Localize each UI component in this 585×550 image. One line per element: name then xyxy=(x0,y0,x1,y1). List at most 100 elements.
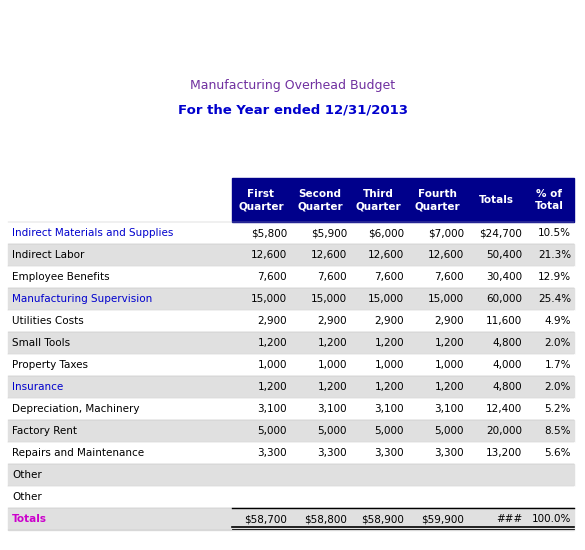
Text: 2,900: 2,900 xyxy=(257,316,287,326)
Text: % of
Total: % of Total xyxy=(535,189,564,211)
Bar xyxy=(8,332,574,354)
Text: 3,100: 3,100 xyxy=(257,404,287,414)
Text: Employee Benefits: Employee Benefits xyxy=(12,272,109,282)
Text: 2,900: 2,900 xyxy=(318,316,347,326)
Text: 4,800: 4,800 xyxy=(493,338,522,348)
Bar xyxy=(8,398,574,420)
Text: Third
Quarter: Third Quarter xyxy=(356,189,401,211)
Text: Other: Other xyxy=(12,470,42,480)
Text: 20,000: 20,000 xyxy=(486,426,522,436)
Text: 8.5%: 8.5% xyxy=(545,426,571,436)
Bar xyxy=(8,288,574,310)
Text: Fourth
Quarter: Fourth Quarter xyxy=(414,189,460,211)
Text: 3,100: 3,100 xyxy=(435,404,464,414)
Bar xyxy=(8,310,574,332)
Text: Indirect Labor: Indirect Labor xyxy=(12,250,84,260)
Text: $58,800: $58,800 xyxy=(304,514,347,524)
Bar xyxy=(8,464,574,486)
Text: 1,200: 1,200 xyxy=(257,338,287,348)
Text: 15,000: 15,000 xyxy=(251,294,287,304)
Text: 21.3%: 21.3% xyxy=(538,250,571,260)
Text: $59,900: $59,900 xyxy=(421,514,464,524)
Text: 5.2%: 5.2% xyxy=(545,404,571,414)
Text: 7,600: 7,600 xyxy=(318,272,347,282)
Text: 1,200: 1,200 xyxy=(374,382,404,392)
Text: 4,000: 4,000 xyxy=(493,360,522,370)
Text: 2,900: 2,900 xyxy=(435,316,464,326)
Text: $24,700: $24,700 xyxy=(479,228,522,238)
Text: 3,300: 3,300 xyxy=(257,448,287,458)
Text: Property Taxes: Property Taxes xyxy=(12,360,88,370)
Bar xyxy=(8,222,574,244)
Text: 4,800: 4,800 xyxy=(493,382,522,392)
Text: $5,800: $5,800 xyxy=(251,228,287,238)
Text: $5,900: $5,900 xyxy=(311,228,347,238)
Text: 1,200: 1,200 xyxy=(374,338,404,348)
Text: 7,600: 7,600 xyxy=(257,272,287,282)
Text: Other: Other xyxy=(12,492,42,502)
Bar xyxy=(8,508,574,530)
Text: 3,300: 3,300 xyxy=(374,448,404,458)
Text: 1,000: 1,000 xyxy=(318,360,347,370)
Text: Totals: Totals xyxy=(12,514,47,524)
Text: Factory Rent: Factory Rent xyxy=(12,426,77,436)
Bar xyxy=(232,178,574,222)
Text: 3,300: 3,300 xyxy=(435,448,464,458)
Text: For the Year ended 12/31/2013: For the Year ended 12/31/2013 xyxy=(177,103,408,117)
Text: 5.6%: 5.6% xyxy=(545,448,571,458)
Text: 1,200: 1,200 xyxy=(318,338,347,348)
Text: 15,000: 15,000 xyxy=(311,294,347,304)
Text: Depreciation, Machinery: Depreciation, Machinery xyxy=(12,404,139,414)
Text: 7,600: 7,600 xyxy=(435,272,464,282)
Bar xyxy=(8,442,574,464)
Text: 12,600: 12,600 xyxy=(428,250,464,260)
Text: Totals: Totals xyxy=(479,195,514,205)
Text: 5,000: 5,000 xyxy=(435,426,464,436)
Text: 2.0%: 2.0% xyxy=(545,382,571,392)
Text: Manufacturing Overhead Budget: Manufacturing Overhead Budget xyxy=(190,79,395,92)
Text: 25.4%: 25.4% xyxy=(538,294,571,304)
Text: 1,200: 1,200 xyxy=(318,382,347,392)
Text: 1,000: 1,000 xyxy=(374,360,404,370)
Text: 10.5%: 10.5% xyxy=(538,228,571,238)
Text: 1,000: 1,000 xyxy=(257,360,287,370)
Text: 30,400: 30,400 xyxy=(486,272,522,282)
Text: 3,300: 3,300 xyxy=(318,448,347,458)
Text: 7,600: 7,600 xyxy=(374,272,404,282)
Bar xyxy=(8,420,574,442)
Text: 3,100: 3,100 xyxy=(374,404,404,414)
Text: First
Quarter: First Quarter xyxy=(238,189,284,211)
Text: 1,200: 1,200 xyxy=(257,382,287,392)
Text: 3,100: 3,100 xyxy=(318,404,347,414)
Text: 15,000: 15,000 xyxy=(368,294,404,304)
Text: Small Tools: Small Tools xyxy=(12,338,70,348)
Bar xyxy=(8,376,574,398)
Text: 2,900: 2,900 xyxy=(374,316,404,326)
Text: 5,000: 5,000 xyxy=(374,426,404,436)
Text: 5,000: 5,000 xyxy=(257,426,287,436)
Text: 1,200: 1,200 xyxy=(435,382,464,392)
Text: 13,200: 13,200 xyxy=(486,448,522,458)
Text: 5,000: 5,000 xyxy=(318,426,347,436)
Text: 12,600: 12,600 xyxy=(368,250,404,260)
Bar xyxy=(8,354,574,376)
Text: 12.9%: 12.9% xyxy=(538,272,571,282)
Text: $58,700: $58,700 xyxy=(244,514,287,524)
Text: 12,400: 12,400 xyxy=(486,404,522,414)
Text: $7,000: $7,000 xyxy=(428,228,464,238)
Text: 1,200: 1,200 xyxy=(435,338,464,348)
Bar xyxy=(8,244,574,266)
Text: 60,000: 60,000 xyxy=(486,294,522,304)
Text: ###: ### xyxy=(495,514,522,524)
Bar xyxy=(8,266,574,288)
Text: Manufacturing Supervision: Manufacturing Supervision xyxy=(12,294,152,304)
Text: Repairs and Maintenance: Repairs and Maintenance xyxy=(12,448,144,458)
Bar xyxy=(8,486,574,508)
Text: Utilities Costs: Utilities Costs xyxy=(12,316,84,326)
Text: 50,400: 50,400 xyxy=(486,250,522,260)
Text: 100.0%: 100.0% xyxy=(532,514,571,524)
Text: 4.9%: 4.9% xyxy=(545,316,571,326)
Text: 15,000: 15,000 xyxy=(428,294,464,304)
Text: $6,000: $6,000 xyxy=(368,228,404,238)
Text: $58,900: $58,900 xyxy=(361,514,404,524)
